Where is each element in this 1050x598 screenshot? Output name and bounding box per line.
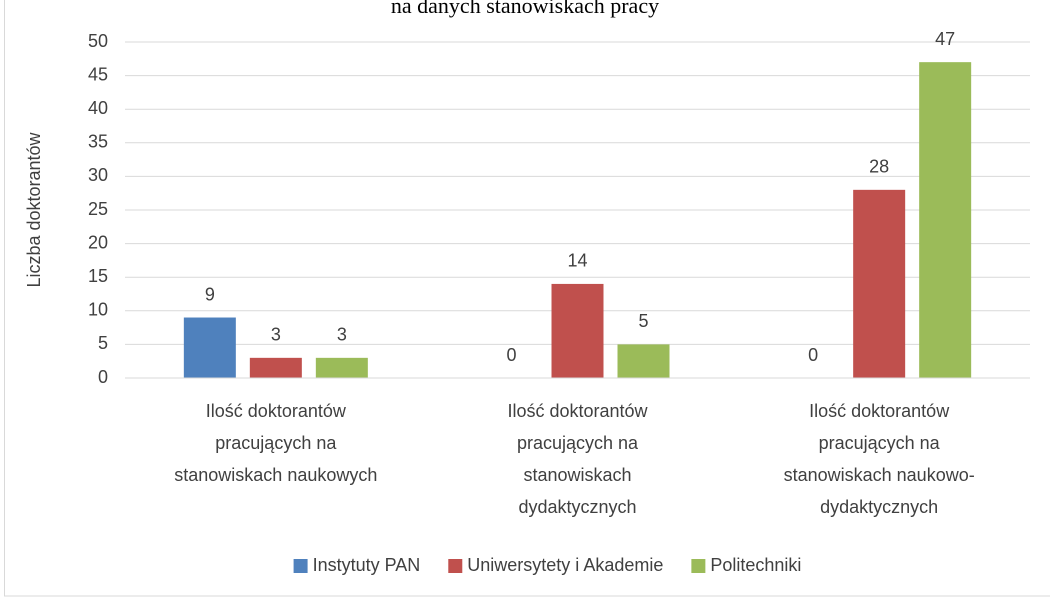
x-tick-label: pracujących na	[215, 433, 337, 453]
chart-title: na danych stanowiskach pracy	[391, 0, 659, 18]
x-tick-label: stanowiskach naukowych	[174, 465, 377, 485]
x-tick-label: stanowiskach	[523, 465, 631, 485]
x-tick-label: dydaktycznych	[518, 497, 636, 517]
y-tick-label: 50	[88, 31, 108, 51]
data-label: 28	[869, 157, 889, 177]
y-tick-label: 0	[98, 367, 108, 387]
legend-label: Uniwersytety i Akademie	[467, 555, 663, 575]
y-tick-label: 30	[88, 165, 108, 185]
y-tick-label: 15	[88, 266, 108, 286]
data-label: 0	[506, 345, 516, 365]
y-tick-label: 35	[88, 132, 108, 152]
x-tick-label: pracujących na	[517, 433, 639, 453]
data-label: 3	[337, 325, 347, 345]
y-tick-label: 5	[98, 333, 108, 353]
data-label: 5	[638, 311, 648, 331]
y-tick-label: 25	[88, 199, 108, 219]
bar	[551, 283, 604, 378]
data-label: 3	[271, 325, 281, 345]
data-label: 9	[205, 284, 215, 304]
data-label: 47	[935, 29, 955, 49]
y-tick-label: 45	[88, 64, 108, 84]
y-tick-label: 10	[88, 300, 108, 320]
chart-frame	[4, 0, 1050, 597]
y-tick-label: 40	[88, 98, 108, 118]
data-label: 0	[808, 345, 818, 365]
bar	[853, 189, 906, 378]
x-tick-label: Ilość doktorantów	[507, 401, 648, 421]
bar	[183, 317, 236, 378]
x-tick-label: Ilość doktorantów	[206, 401, 347, 421]
y-axis-label: Liczba doktorantów	[24, 131, 44, 287]
bar	[617, 344, 670, 378]
x-tick-label: stanowiskach naukowo-	[784, 465, 975, 485]
legend-swatch	[691, 559, 706, 573]
legend-swatch	[293, 559, 308, 573]
legend-label: Politechniki	[710, 555, 801, 575]
bar	[919, 62, 972, 378]
x-tick-label: pracujących na	[819, 433, 941, 453]
y-tick-label: 20	[88, 232, 108, 252]
x-tick-label: Ilość doktorantów	[809, 401, 950, 421]
legend-swatch	[448, 559, 463, 573]
bar	[315, 357, 368, 378]
x-tick-label: dydaktycznych	[820, 497, 938, 517]
bar	[249, 357, 302, 378]
legend-label: Instytuty PAN	[313, 555, 421, 575]
data-label: 14	[567, 251, 587, 271]
